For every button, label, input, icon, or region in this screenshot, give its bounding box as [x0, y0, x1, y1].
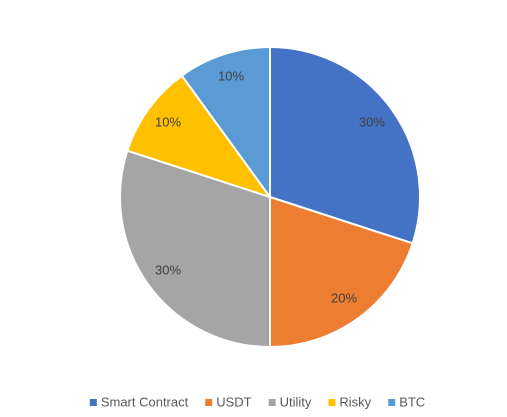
legend-label: Risky [339, 394, 371, 409]
data-label: 20% [331, 290, 357, 305]
data-label: 30% [155, 262, 181, 277]
pie-slice [269, 195, 414, 349]
data-label: 10% [155, 114, 181, 129]
legend-label: Smart Contract [101, 394, 189, 409]
legend-label: Utility [280, 394, 312, 409]
pie-slice [119, 149, 271, 349]
legend: Smart Contract USDT Utility Risky BTC [89, 394, 425, 409]
legend-label: BTC [399, 394, 425, 409]
data-label: 10% [218, 69, 244, 84]
pie-slice [126, 74, 273, 199]
legend-swatch [268, 399, 276, 406]
legend-swatch [89, 399, 97, 406]
pie [119, 45, 421, 349]
data-labels: 30% 20% 30% 10% 10% [155, 69, 385, 306]
data-label: 30% [359, 114, 385, 129]
legend-swatch [328, 399, 336, 406]
legend-swatch [388, 399, 396, 406]
legend-label: USDT [216, 394, 251, 409]
legend-swatch [205, 399, 213, 406]
pie-slice [269, 45, 421, 245]
pie-slice [180, 45, 271, 201]
